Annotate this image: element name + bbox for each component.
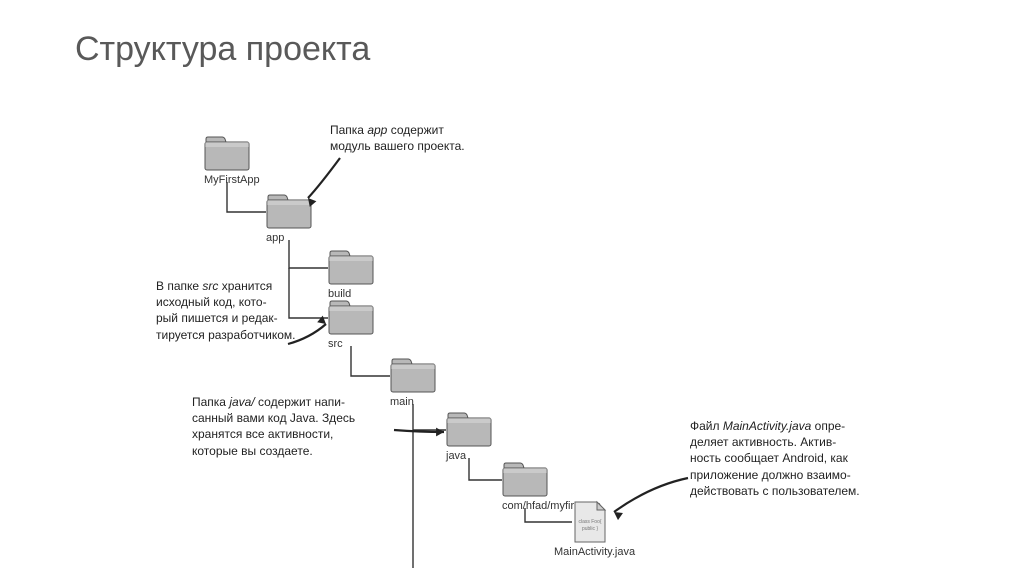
annotation-java_note: Папка java/ содержит напи-санный вами ко…: [192, 394, 392, 459]
file-mainact: class Foo{ public }: [572, 500, 608, 544]
folder-pkg: [502, 462, 548, 498]
folder-build: [328, 250, 374, 286]
annotation-src_note: В папке src хранитсяисходный код, кото-р…: [156, 278, 326, 343]
folder-src: [328, 300, 374, 336]
svg-text:public }: public }: [582, 526, 598, 532]
page-title: Структура проекта: [75, 30, 370, 69]
annotation-file_note: Файл MainActivity.java опре-деляет актив…: [690, 418, 910, 499]
folder-app: [266, 194, 312, 230]
folder-java: [446, 412, 492, 448]
folder-label-main: main: [390, 396, 414, 408]
folder-main: [390, 358, 436, 394]
folder-label-src: src: [328, 338, 343, 350]
annotation-app_note: Папка app содержитмодуль вашего проекта.: [330, 122, 530, 154]
folder-label-java: java: [446, 450, 466, 462]
folder-label-root: MyFirstApp: [204, 174, 260, 186]
folder-label-app: app: [266, 232, 284, 244]
folder-label-build: build: [328, 288, 351, 300]
file-label-mainact: MainActivity.java: [554, 546, 635, 558]
folder-root: [204, 136, 250, 172]
svg-text:class Foo{: class Foo{: [578, 519, 601, 525]
